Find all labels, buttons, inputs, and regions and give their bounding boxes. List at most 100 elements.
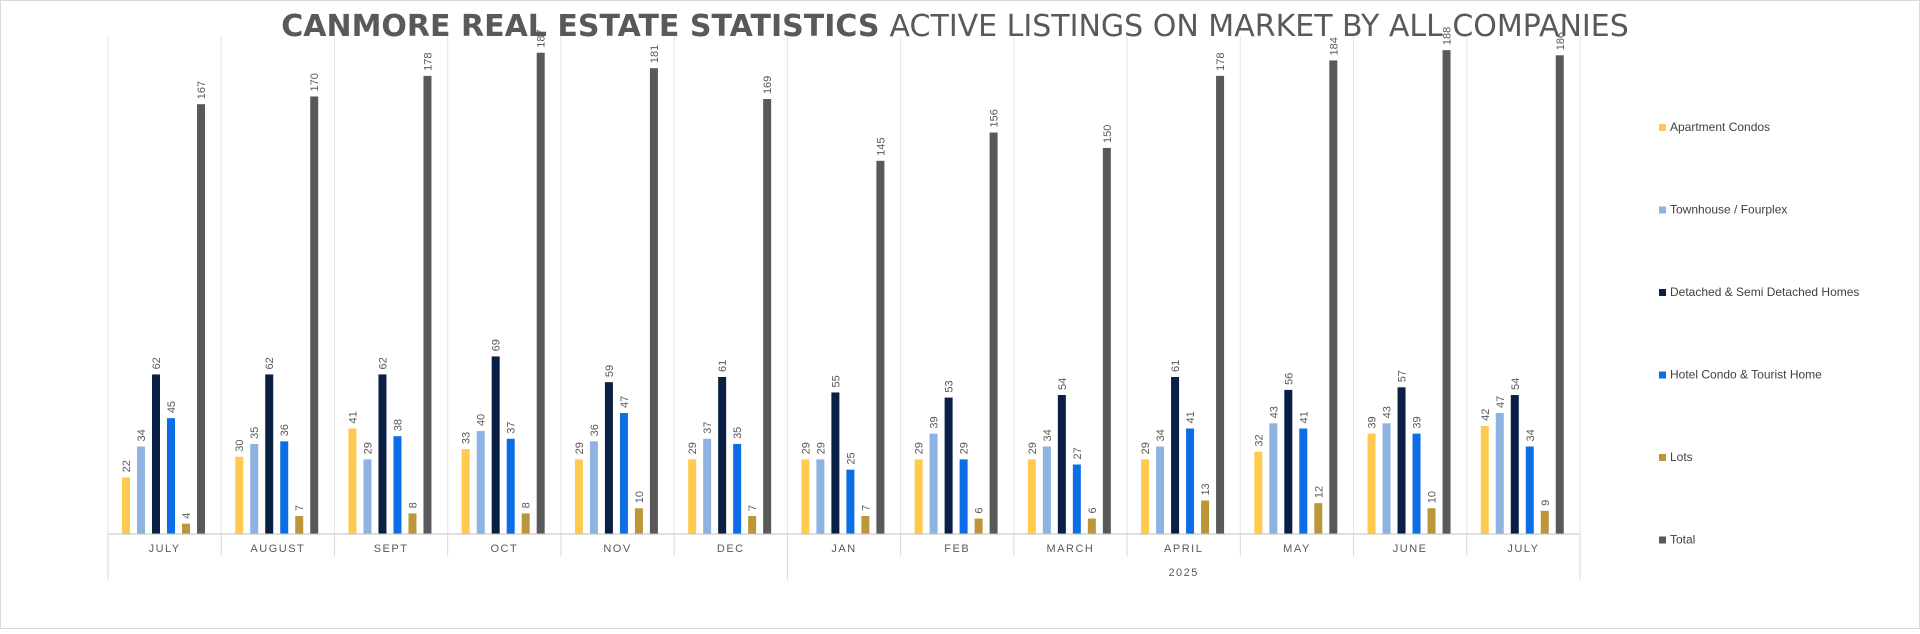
bar-townhouse-fourplex: [476, 431, 485, 534]
data-label: 8: [521, 502, 533, 508]
legend-swatch-hotel-condo-tourist-home: [1659, 371, 1666, 379]
x-tick-label: JULY: [149, 543, 181, 555]
data-label: 178: [422, 53, 434, 71]
bar-apartment-condos: [688, 459, 697, 534]
bar-lots: [748, 515, 757, 534]
bar-hotel-condo-tourist-home: [1525, 446, 1534, 534]
bar-detached-semi-detached-homes: [1510, 395, 1519, 534]
data-label: 53: [944, 380, 956, 392]
data-label: 8: [407, 502, 419, 508]
bar-townhouse-fourplex: [1042, 446, 1051, 534]
data-label: 40: [476, 414, 488, 426]
bar-total: [310, 96, 319, 534]
x-axis: JULY AUGUST SEPT OCT NOV DEC JAN FEB MARCH APRIL M…: [107, 533, 1581, 580]
data-label: 13: [1200, 483, 1212, 495]
bar-hotel-condo-tourist-home: [393, 436, 402, 534]
data-label: 188: [1442, 27, 1454, 45]
bar-lots: [408, 513, 417, 534]
data-label: 41: [1298, 411, 1310, 423]
data-label: 45: [166, 401, 178, 413]
bar-townhouse-fourplex: [137, 446, 145, 534]
bar-apartment-condos: [801, 459, 810, 534]
bar-hotel-condo-tourist-home: [846, 469, 855, 534]
data-label: 56: [1283, 373, 1295, 385]
data-label: 61: [717, 360, 729, 372]
bar-hotel-condo-tourist-home: [280, 441, 289, 534]
data-label: 167: [196, 81, 208, 99]
bar-hotel-condo-tourist-home: [733, 443, 742, 534]
bar-apartment-condos: [1367, 433, 1376, 534]
x-tick-label: SEPT: [374, 543, 409, 555]
category-dividers: [107, 36, 1581, 534]
bar-detached-semi-detached-homes: [265, 374, 274, 534]
data-label: 7: [747, 505, 759, 511]
bar-townhouse-fourplex: [816, 459, 825, 534]
bar-apartment-condos: [1027, 459, 1036, 534]
data-label: 34: [1042, 429, 1054, 441]
bar-apartment-condos: [235, 456, 244, 534]
data-label: 145: [875, 137, 887, 155]
data-label: 7: [860, 505, 872, 511]
legend-label-townhouse-fourplex: Townhouse / Fourplex: [1670, 203, 1787, 217]
bar-detached-semi-detached-homes: [718, 377, 727, 534]
bar-townhouse-fourplex: [1382, 423, 1391, 534]
data-label: 41: [347, 411, 359, 423]
bar-detached-semi-detached-homes: [831, 392, 840, 534]
bar-townhouse-fourplex: [363, 459, 372, 534]
data-label: 169: [762, 76, 774, 94]
bar-total: [989, 132, 998, 535]
legend-swatch-townhouse-fourplex: [1659, 206, 1666, 214]
data-label: 12: [1313, 486, 1325, 498]
data-label: 38: [392, 419, 404, 431]
chart-title: CANMORE REAL ESTATE STATISTICS ACTIVE LIS…: [281, 9, 1629, 44]
legend-swatch-detached-semi-detached-homes: [1659, 289, 1666, 296]
bar-apartment-condos: [1254, 451, 1263, 534]
data-label: 54: [1057, 378, 1069, 390]
bar-hotel-condo-tourist-home: [167, 418, 175, 534]
legend: Apartment Condos Townhouse / Fourplex Deta…: [1659, 120, 1859, 547]
bar-total: [1442, 50, 1451, 534]
data-label: 30: [234, 440, 246, 452]
x-tick-label: JULY: [1507, 543, 1539, 555]
data-label: 59: [604, 365, 616, 377]
data-label: 34: [1155, 429, 1167, 441]
bar-lots: [1314, 503, 1323, 534]
data-label: 7: [294, 505, 306, 511]
data-label: 61: [1170, 360, 1182, 372]
bar-detached-semi-detached-homes: [1171, 377, 1180, 534]
data-label: 10: [634, 491, 646, 503]
data-label: 156: [989, 109, 1001, 127]
bar-hotel-condo-tourist-home: [1186, 428, 1195, 534]
bar-total: [197, 104, 205, 535]
data-label: 37: [506, 422, 518, 434]
bar-townhouse-fourplex: [1495, 413, 1504, 534]
data-label: 181: [649, 45, 661, 63]
data-label: 54: [1510, 378, 1522, 390]
bar-lots: [182, 523, 190, 534]
data-label: 62: [264, 357, 276, 369]
x-tick-label: MARCH: [1047, 543, 1095, 555]
bar-detached-semi-detached-homes: [1397, 387, 1406, 534]
data-label: 62: [377, 357, 389, 369]
bar-total: [649, 68, 658, 535]
data-label: 47: [619, 396, 631, 408]
bar-townhouse-fourplex: [929, 433, 938, 534]
data-label: 29: [815, 442, 827, 454]
data-label: 186: [1555, 32, 1567, 50]
bar-townhouse-fourplex: [250, 443, 259, 534]
bar-lots: [295, 515, 304, 534]
bar-hotel-condo-tourist-home: [619, 413, 628, 534]
legend-swatch-total: [1659, 536, 1666, 544]
data-label: 35: [732, 427, 744, 439]
data-label: 22: [121, 460, 133, 472]
data-label: 34: [136, 429, 148, 441]
legend-swatch-lots: [1659, 454, 1666, 461]
bar-hotel-condo-tourist-home: [959, 459, 968, 534]
data-label: 187: [536, 29, 548, 47]
data-label: 27: [1072, 447, 1084, 459]
data-label: 150: [1102, 125, 1114, 143]
data-label: 57: [1397, 370, 1409, 382]
